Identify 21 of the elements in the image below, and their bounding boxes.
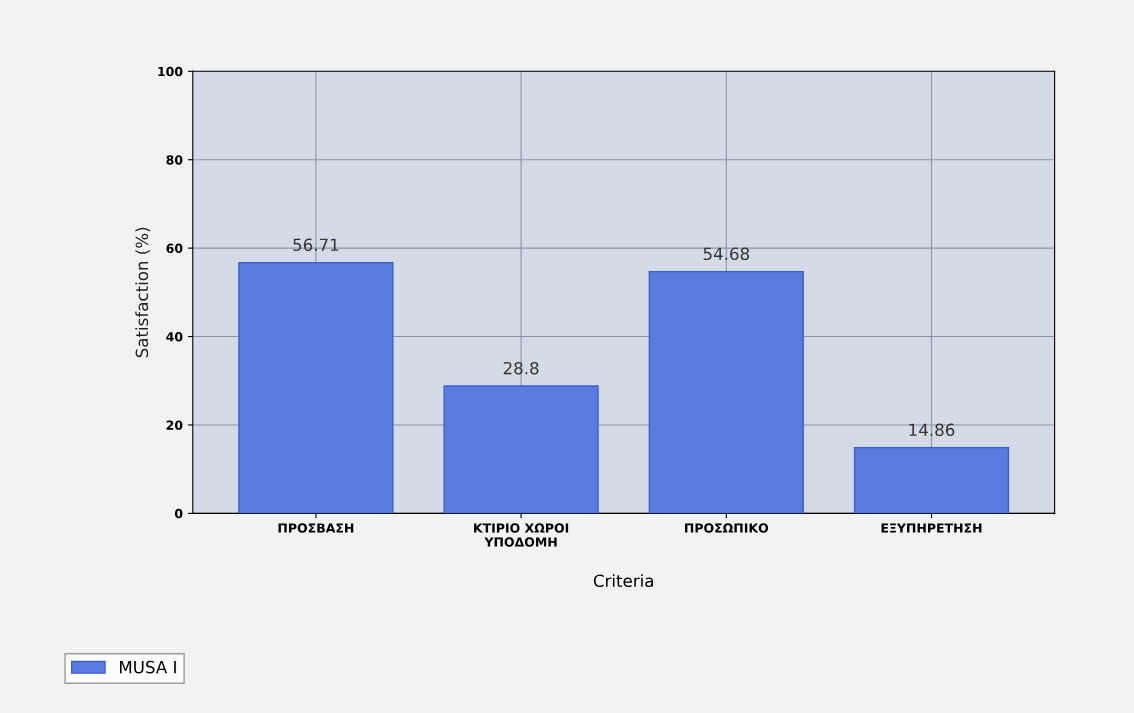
y-tick-label: 20	[166, 420, 183, 430]
data-label: 56.71	[293, 238, 339, 252]
data-label: 54.68	[703, 247, 750, 261]
x-tick-label: ΠΡΟΣΒΑΣΗ	[278, 523, 354, 533]
data-label: 28.8	[503, 361, 539, 375]
y-tick-label: 60	[166, 243, 183, 254]
bar	[648, 270, 804, 514]
data-label: 14.86	[909, 423, 955, 437]
bar	[238, 261, 394, 514]
legend-label: MUSA I	[120, 660, 176, 674]
bar	[853, 446, 1010, 514]
x-tick-label: ΚΤΙΡΙΟ ΧΩΡΟΙ ΥΠΟΔΟΜΗ	[474, 523, 569, 547]
y-tick-label: 0	[174, 508, 183, 519]
y-tick-label: 40	[166, 332, 183, 342]
y-axis-title: Satisfaction (%)	[135, 227, 151, 358]
x-tick-label: ΕΞΥΠΗΡΕΤΗΣΗ	[881, 523, 982, 533]
y-tick-label: 80	[166, 155, 183, 165]
x-tick-label: ΠΡΟΣΩΠΙΚΟ	[685, 523, 769, 533]
bar	[443, 385, 599, 514]
y-tick-label: 100	[158, 66, 183, 77]
x-axis-title: Criteria	[593, 574, 653, 588]
